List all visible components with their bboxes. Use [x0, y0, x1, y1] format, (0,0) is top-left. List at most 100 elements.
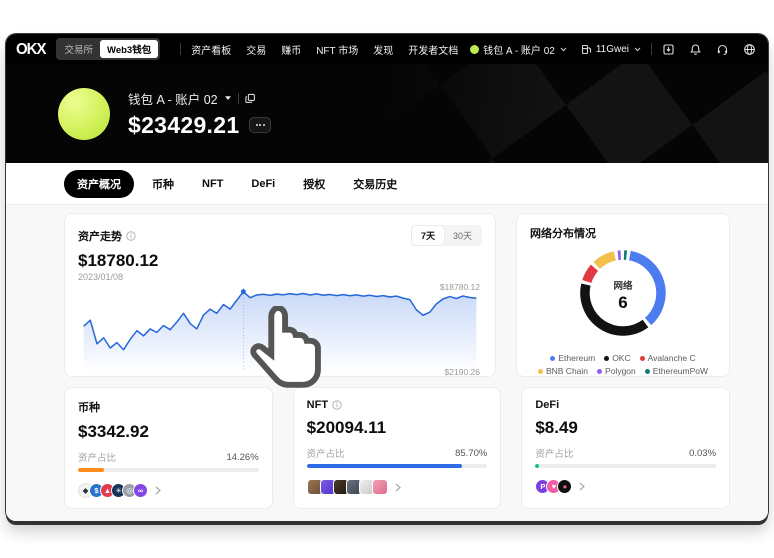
tab-approvals[interactable]: 授权 — [303, 178, 326, 191]
copy-address-icon[interactable] — [244, 93, 256, 104]
divider — [237, 92, 239, 104]
info-icon[interactable] — [126, 230, 136, 241]
legend-item: Polygon — [597, 366, 636, 376]
nav-divider — [180, 43, 182, 55]
asset-trend-title: 资产走势 — [78, 230, 122, 243]
main-content: 资产走势 7天 30天 $18780.12 2023/01/08 — [6, 205, 768, 521]
legend-item: BNB Chain — [537, 366, 588, 376]
checker-pattern — [362, 64, 768, 163]
nav-item-nft-market[interactable]: NFT 市场 — [316, 45, 359, 57]
gas-price-label: 11Gwei — [595, 43, 629, 55]
nav-icon-group — [662, 43, 756, 56]
nav-item-discover[interactable]: 发现 — [373, 45, 394, 57]
gas-indicator[interactable]: 11Gwei — [581, 44, 641, 55]
token-icon-row: ◆ $ ▲ ✳ ◎ ∞ — [78, 483, 259, 498]
nft-summary-card[interactable]: NFT $20094.11 资产占比 85.70% — [292, 387, 502, 509]
account-label: 钱包 A - 账户 02 — [483, 45, 555, 57]
asset-trend-card: 资产走势 7天 30天 $18780.12 2023/01/08 — [64, 213, 496, 388]
info-icon[interactable] — [332, 400, 342, 410]
token-icon[interactable]: ● — [557, 479, 573, 494]
trend-current-date: 2023/01/08 — [78, 272, 124, 282]
tokens-amount: $3342.92 — [78, 422, 149, 441]
share-label: 资产占比 — [78, 453, 117, 464]
caret-down-icon[interactable] — [224, 95, 232, 101]
trend-chart[interactable]: $18780.12 $2190.26 — [78, 282, 482, 388]
defi-summary-card[interactable]: DeFi $8.49 资产占比 0.03% P ♥ ● — [521, 387, 731, 509]
share-bar — [78, 468, 259, 472]
tab-asset-overview[interactable]: 资产概况 — [64, 169, 134, 198]
nft-card-title: NFT — [306, 399, 329, 411]
chevron-down-icon — [634, 47, 641, 51]
share-value: 14.26% — [226, 451, 259, 463]
tokens-summary-card[interactable]: 币种 $3342.92 资产占比 14.26% ◆ $ ▲ ✳ ◎ ∞ — [64, 387, 273, 509]
nft-amount: $20094.11 — [306, 418, 387, 437]
chevron-down-icon — [560, 47, 567, 51]
tab-history[interactable]: 交易历史 — [353, 178, 398, 191]
defi-icon-row: P ♥ ● — [535, 479, 716, 494]
nav-item-trade[interactable]: 交易 — [246, 45, 267, 57]
legend-item: OKC — [604, 353, 631, 363]
mouse-cursor-icon — [245, 306, 324, 398]
nav-divider — [651, 43, 652, 55]
tab-tokens[interactable]: 币种 — [152, 178, 174, 191]
donut-center-label: 网络 — [613, 281, 633, 292]
nav-menu: 资产看板 交易 赚币 NFT 市场 发现 开发者文档 — [191, 42, 458, 57]
donut-center-value: 6 — [618, 293, 628, 312]
app-window: OKX 交易所 Web3钱包 资产看板 交易 赚币 NFT 市场 发现 开发者文… — [6, 34, 768, 521]
tab-bar: 资产概况 币种 NFT DeFi 授权 交易历史 — [6, 163, 768, 205]
share-label: 资产占比 — [306, 449, 345, 460]
axis-min-label: $2190.26 — [444, 367, 480, 377]
toggle-exchange[interactable]: 交易所 — [64, 45, 94, 56]
notifications-button[interactable] — [689, 43, 702, 56]
share-value: 0.03% — [689, 447, 717, 459]
gas-pump-icon — [581, 44, 591, 54]
trend-marker-dot — [240, 289, 246, 295]
expand-chevron-icon[interactable] — [155, 486, 161, 495]
tab-defi[interactable]: DeFi — [251, 177, 276, 190]
support-button[interactable] — [716, 43, 729, 56]
network-distribution-card: 网络分布情况 网络 6 Ethereum OKC Avalanche C BNB Ch… — [516, 213, 730, 377]
okx-logo[interactable]: OKX — [16, 40, 46, 58]
globe-icon — [744, 43, 755, 55]
share-bar — [535, 464, 717, 468]
nav-item-dev-docs[interactable]: 开发者文档 — [408, 45, 459, 57]
share-label: 资产占比 — [535, 449, 574, 460]
share-bar — [306, 464, 488, 468]
donut-svg — [580, 250, 666, 336]
wallet-hero: 钱包 A - 账户 02 $23429.21 — [6, 64, 768, 163]
account-selector[interactable]: 钱包 A - 账户 02 — [470, 42, 567, 57]
wallet-avatar[interactable] — [58, 87, 110, 140]
nft-thumb-row — [306, 479, 488, 495]
account-avatar-dot — [470, 44, 480, 54]
download-app-button[interactable] — [662, 43, 675, 56]
trend-line-path — [83, 290, 477, 351]
network-donut-chart[interactable]: 网络 6 — [575, 245, 671, 346]
top-navbar: OKX 交易所 Web3钱包 资产看板 交易 赚币 NFT 市场 发现 开发者文… — [6, 34, 768, 64]
range-toggle: 7天 30天 — [410, 225, 482, 246]
network-card-title: 网络分布情况 — [530, 228, 596, 240]
range-30d-button[interactable]: 30天 — [452, 231, 472, 241]
language-button[interactable] — [743, 43, 756, 56]
headset-icon — [717, 44, 728, 55]
nft-thumbnail[interactable] — [371, 479, 388, 495]
more-actions-button[interactable] — [249, 117, 272, 133]
axis-max-label: $18780.12 — [439, 282, 480, 292]
expand-chevron-icon[interactable] — [395, 483, 401, 492]
token-icon[interactable]: ∞ — [133, 483, 148, 498]
range-7d-button[interactable]: 7天 — [411, 226, 444, 245]
legend-item: Avalanche C — [639, 353, 696, 363]
nav-item-earn[interactable]: 赚币 — [281, 45, 302, 57]
tab-nft[interactable]: NFT — [202, 177, 224, 190]
toggle-web3-wallet[interactable]: Web3钱包 — [100, 40, 159, 58]
wallet-name[interactable]: 钱包 A - 账户 02 — [128, 92, 218, 107]
trend-current-value: $18780.12 — [78, 251, 159, 270]
download-icon — [663, 43, 674, 55]
defi-card-title: DeFi — [535, 399, 560, 411]
defi-amount: $8.49 — [535, 418, 578, 437]
legend-item: EthereumPoW — [644, 366, 708, 376]
expand-chevron-icon[interactable] — [579, 482, 586, 491]
tokens-card-title: 币种 — [78, 402, 100, 414]
mode-toggle: 交易所 Web3钱包 — [55, 38, 161, 60]
nav-item-dashboard[interactable]: 资产看板 — [191, 45, 232, 57]
